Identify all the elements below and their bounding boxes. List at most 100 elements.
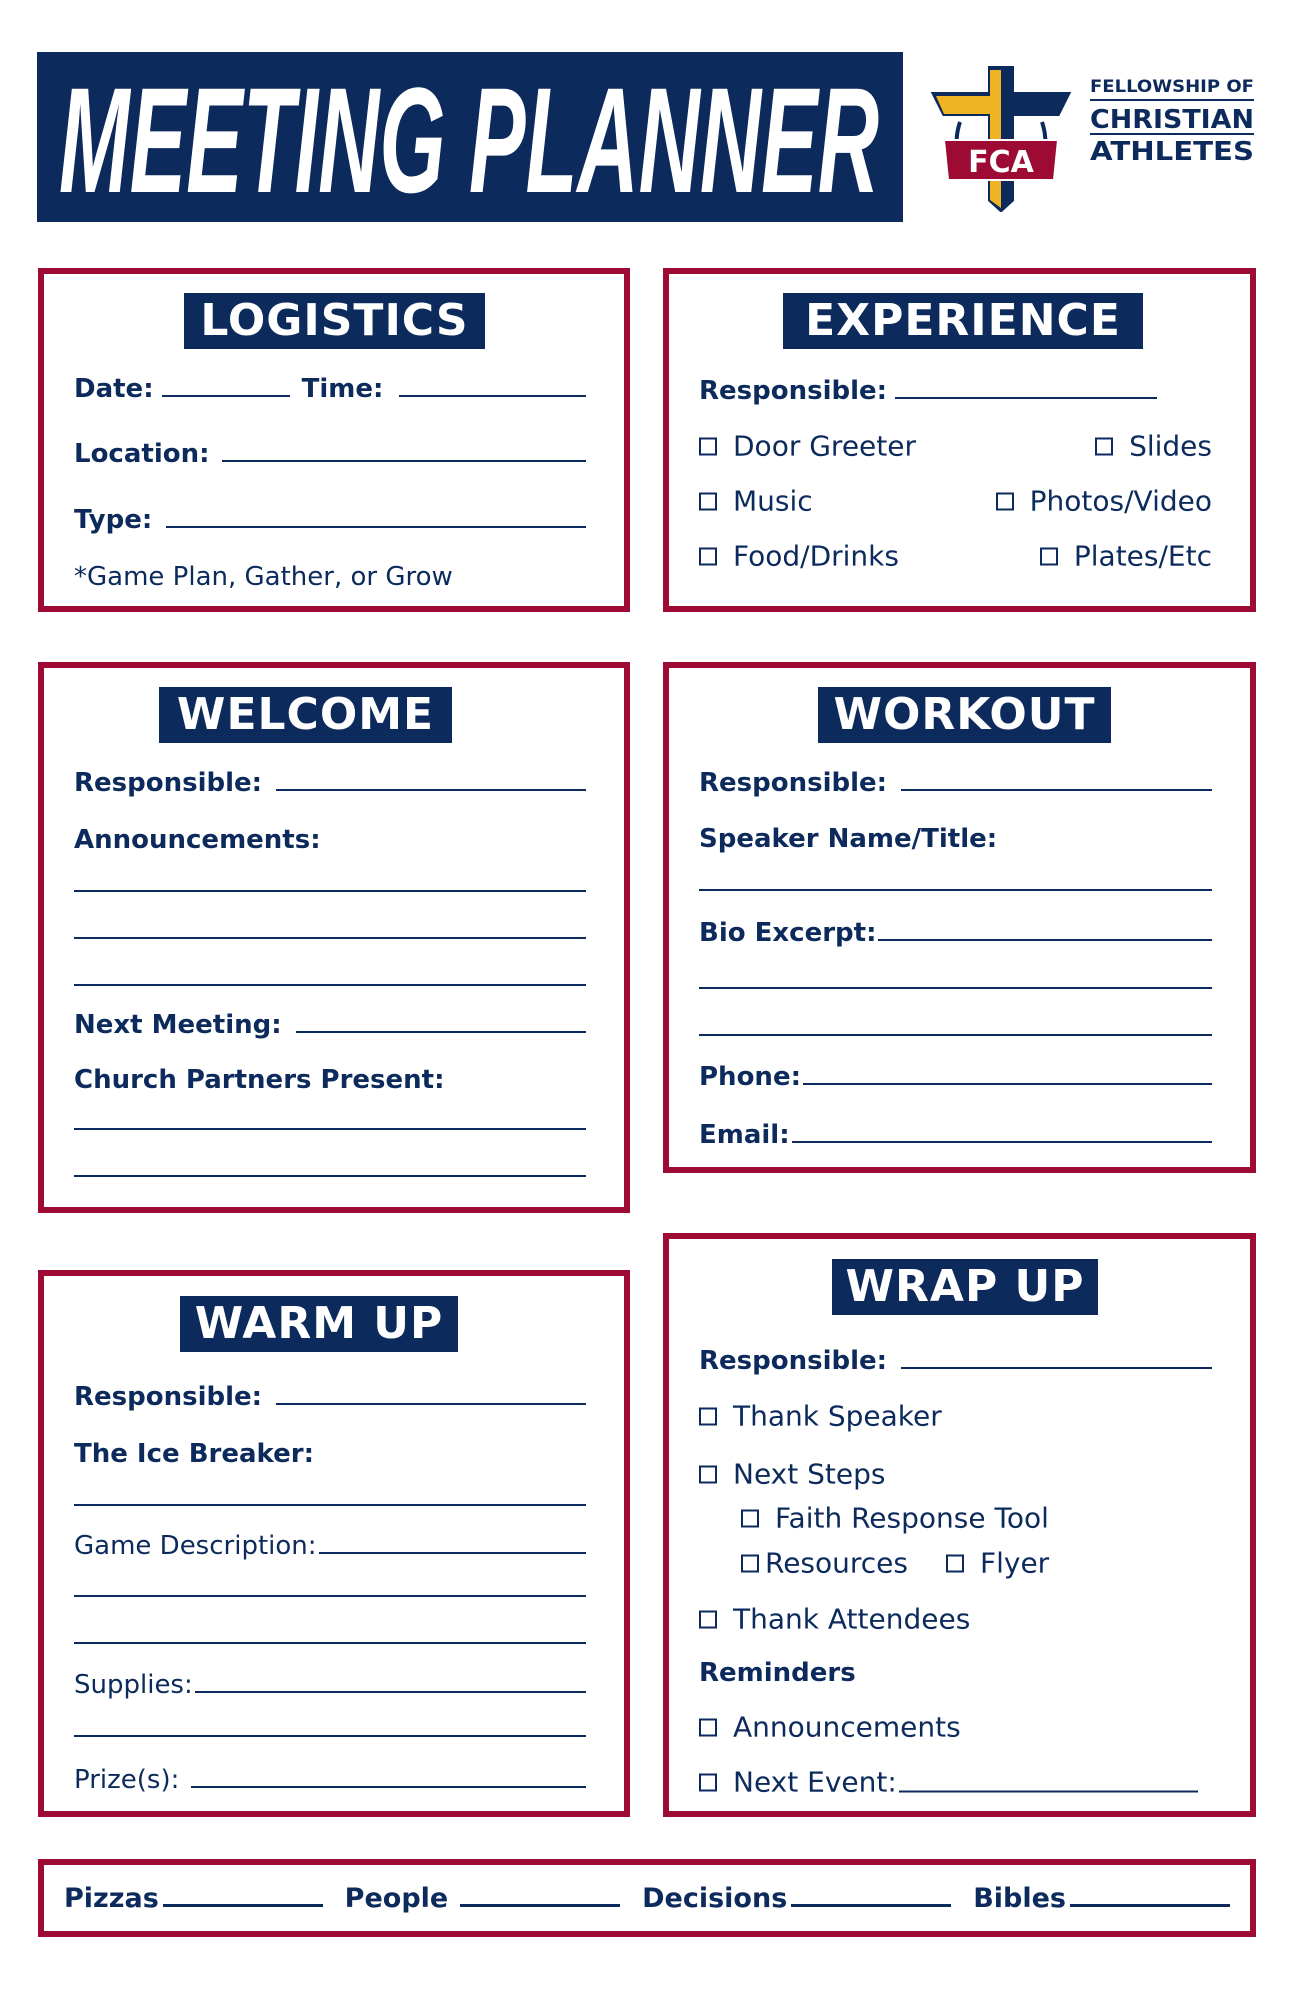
checkbox-flyer[interactable] — [946, 1554, 964, 1572]
checkbox-resources[interactable] — [741, 1554, 759, 1572]
people-field[interactable] — [460, 1903, 621, 1907]
type-note: *Game Plan, Gather, or Grow — [74, 562, 453, 592]
checkbox-label: Next Steps — [733, 1457, 886, 1491]
responsible-label: Responsible: — [74, 768, 263, 798]
checkbox-thank-speaker[interactable] — [699, 1407, 717, 1425]
type-field[interactable] — [166, 525, 586, 528]
prizes-field[interactable] — [191, 1785, 586, 1788]
tally-footer: Pizzas People Decisions Bibles — [38, 1859, 1256, 1937]
responsible-label: Responsible: — [699, 1346, 888, 1376]
checkbox-photos-video[interactable] — [995, 492, 1014, 510]
checkbox-label: Plates/Etc — [1073, 539, 1212, 573]
time-field[interactable] — [399, 394, 586, 397]
game-description-line[interactable] — [74, 1642, 586, 1644]
responsible-field[interactable] — [276, 788, 586, 791]
prizes-label: Prize(s): — [74, 1765, 180, 1795]
checkbox-label: Faith Response Tool — [775, 1501, 1049, 1535]
svg-text:FCA: FCA — [968, 145, 1035, 180]
email-label: Email: — [699, 1120, 790, 1150]
checkbox-thank-attendees[interactable] — [699, 1610, 717, 1628]
phone-field[interactable] — [802, 1082, 1212, 1085]
section-title: WORKOUT — [818, 687, 1111, 743]
people-label: People — [344, 1882, 449, 1914]
cross-emblem-icon: FCA — [930, 66, 1072, 213]
svg-text:CHRISTIAN: CHRISTIAN — [1090, 105, 1254, 135]
pizzas-field[interactable] — [162, 1903, 323, 1907]
bibles-field[interactable] — [1070, 1903, 1230, 1907]
checkbox-announcements[interactable] — [699, 1718, 717, 1736]
workout-section: WORKOUT Responsible: Speaker Name/Title:… — [663, 662, 1256, 1173]
responsible-label: Responsible: — [699, 768, 888, 798]
checkbox-label: Thank Attendees — [733, 1602, 971, 1636]
ice-breaker-label: The Ice Breaker: — [74, 1439, 314, 1469]
announcements-line[interactable] — [74, 890, 586, 892]
checkbox-label: Announcements — [733, 1710, 961, 1744]
game-description-field[interactable] — [318, 1551, 586, 1554]
checkbox-label: Door Greeter — [733, 429, 916, 463]
time-label: Time: — [301, 374, 384, 404]
checkbox-plates-etc[interactable] — [1039, 547, 1058, 565]
announcements-line[interactable] — [74, 937, 586, 939]
section-title: LOGISTICS — [184, 293, 485, 349]
announcements-line[interactable] — [74, 984, 586, 986]
checkbox-label: Thank Speaker — [733, 1399, 942, 1433]
church-partners-line[interactable] — [74, 1128, 586, 1130]
welcome-section: WELCOME Responsible: Announcements: Next… — [38, 662, 630, 1213]
section-title: WELCOME — [159, 687, 452, 743]
pizzas-label: Pizzas — [64, 1882, 159, 1914]
bio-line[interactable] — [699, 987, 1212, 989]
checkbox-label: Resources — [765, 1546, 908, 1580]
wrapup-section: WRAP UP Responsible: Thank Speaker Next … — [663, 1233, 1256, 1817]
church-partners-line[interactable] — [74, 1175, 586, 1177]
checkbox-next-steps[interactable] — [699, 1465, 717, 1483]
svg-text:ATHLETES: ATHLETES — [1090, 137, 1254, 167]
location-label: Location: — [74, 439, 210, 469]
church-partners-label: Church Partners Present: — [74, 1065, 445, 1095]
bibles-label: Bibles — [973, 1882, 1066, 1914]
svg-text:FELLOWSHIP OF: FELLOWSHIP OF — [1090, 77, 1254, 97]
bio-field[interactable] — [878, 938, 1212, 941]
checkbox-label: Slides — [1129, 429, 1212, 463]
title-banner: MEETING PLANNER — [37, 52, 903, 222]
type-label: Type: — [74, 505, 153, 535]
responsible-field[interactable] — [901, 788, 1212, 791]
checkbox-food-drinks[interactable] — [699, 547, 717, 565]
warmup-section: WARM UP Responsible: The Ice Breaker: Ga… — [38, 1270, 630, 1817]
supplies-line[interactable] — [74, 1735, 586, 1737]
checkbox-label: Food/Drinks — [733, 539, 899, 573]
decisions-label: Decisions — [642, 1882, 788, 1914]
next-meeting-field[interactable] — [295, 1030, 586, 1033]
logistics-section: LOGISTICS Date: Time: Location: Type: *G… — [38, 268, 630, 612]
decisions-field[interactable] — [791, 1903, 952, 1907]
responsible-label: Responsible: — [699, 376, 888, 406]
checkbox-faith-response-tool[interactable] — [741, 1509, 759, 1527]
checkbox-label: Photos/Video — [1029, 484, 1212, 518]
date-label: Date: — [74, 374, 154, 404]
responsible-field[interactable] — [276, 1402, 586, 1405]
responsible-label: Responsible: — [74, 1382, 263, 1412]
ice-breaker-line[interactable] — [74, 1504, 586, 1506]
date-field[interactable] — [161, 394, 290, 397]
page-title: MEETING PLANNER — [59, 56, 879, 222]
game-description-line[interactable] — [74, 1595, 586, 1597]
supplies-label: Supplies: — [74, 1670, 193, 1700]
speaker-line[interactable] — [699, 889, 1212, 891]
checkbox-music[interactable] — [699, 492, 717, 510]
checkbox-slides[interactable] — [1095, 437, 1114, 455]
email-field[interactable] — [791, 1140, 1212, 1143]
bio-label: Bio Excerpt: — [699, 918, 877, 948]
responsible-field[interactable] — [895, 396, 1158, 399]
checkbox-label: Next Event: — [733, 1765, 897, 1799]
location-field[interactable] — [221, 459, 586, 462]
section-title: WRAP UP — [832, 1259, 1098, 1315]
game-description-label: Game Description: — [74, 1531, 317, 1561]
checkbox-door-greeter[interactable] — [699, 437, 717, 455]
next-event-field[interactable] — [898, 1790, 1198, 1793]
bio-line[interactable] — [699, 1034, 1212, 1036]
supplies-field[interactable] — [194, 1690, 586, 1693]
responsible-field[interactable] — [901, 1366, 1212, 1369]
announcements-label: Announcements: — [74, 825, 321, 855]
checkbox-label: Music — [733, 484, 813, 518]
checkbox-next-event[interactable] — [699, 1773, 717, 1791]
next-meeting-label: Next Meeting: — [74, 1010, 282, 1040]
